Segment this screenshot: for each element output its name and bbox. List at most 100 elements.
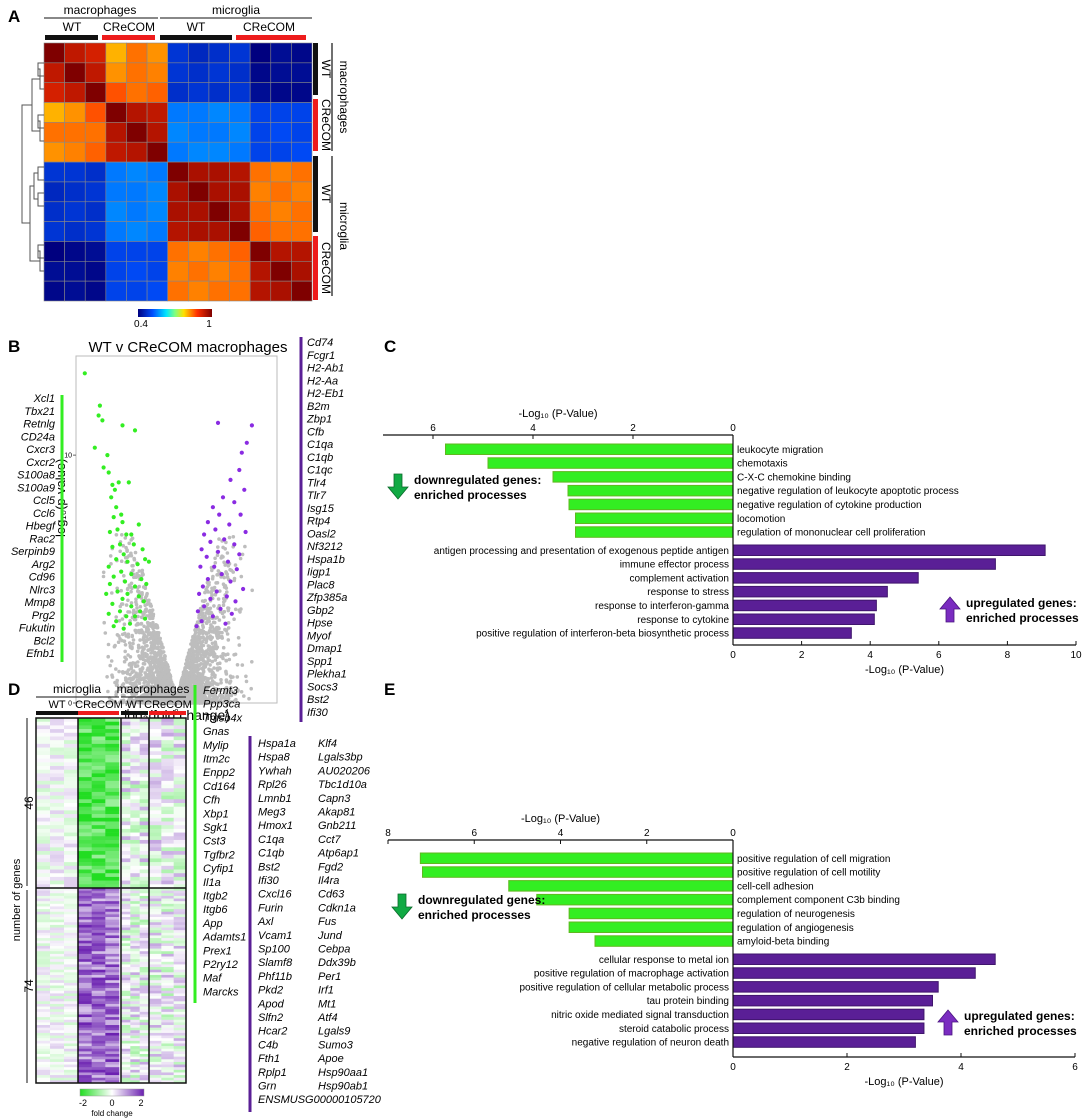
d-heat-cell: [149, 924, 162, 928]
d-heat-cell: [64, 1059, 79, 1063]
b-nonsig-point: [131, 568, 135, 573]
d-heat-cell: [149, 1072, 162, 1076]
d-heat-cell: [36, 788, 51, 793]
d-heat-cell: [161, 1022, 174, 1026]
b-nonsig-point: [208, 646, 212, 650]
a-heat-cell: [64, 241, 86, 262]
d-heat-cell: [36, 953, 51, 957]
d-heat-cell: [139, 890, 150, 894]
b-up-point: [217, 512, 222, 517]
d-heat-cell: [78, 851, 92, 856]
panel-letter-a: A: [8, 7, 20, 26]
b-nonsig-point: [229, 568, 234, 573]
d-heat-cell: [78, 880, 92, 885]
d-heat-cell: [121, 1072, 131, 1076]
a-heat-cell: [270, 82, 292, 103]
d-heat-cell: [139, 972, 150, 976]
d-heat-cell: [130, 1038, 140, 1042]
d-heat-cell: [64, 898, 79, 902]
d-heat-cell: [173, 901, 187, 905]
d-heat-cell: [78, 924, 92, 928]
a-heat-cell: [208, 181, 230, 203]
d-heat-cell: [91, 880, 106, 885]
d-heat-cell: [149, 880, 162, 885]
d-heat-cell: [130, 843, 140, 848]
d-heat-cell: [139, 964, 150, 968]
d-heat-cell: [130, 982, 140, 986]
d-purple-gene: Lgals3bp: [318, 752, 363, 764]
d-heat-cell: [78, 839, 92, 844]
a-heat-cell: [208, 241, 230, 262]
d-heat-cell: [50, 935, 65, 939]
d-heat-cell: [105, 932, 120, 936]
d-heat-cell: [78, 993, 92, 997]
d-heat-cell: [130, 1009, 140, 1013]
d-heat-cell: [50, 788, 65, 793]
d-heat-cell: [161, 895, 174, 899]
d-heat-cell: [91, 967, 106, 970]
b-down-gene: Arg2: [31, 559, 55, 571]
a-heat-cell: [64, 102, 86, 123]
b-up-point: [232, 542, 237, 547]
d-heat-cell: [149, 1069, 162, 1073]
b-nonsig-point: [224, 540, 228, 545]
d-heat-cell: [78, 817, 92, 822]
d-heat-cell: [149, 1011, 162, 1015]
d-green-gene: Itgb2: [203, 891, 227, 903]
d-heat-cell: [105, 988, 120, 992]
d-heat-cell: [50, 869, 65, 874]
d-green-gene: Maf: [203, 973, 222, 985]
b-up-point: [237, 552, 242, 557]
d-heat-cell: [64, 729, 79, 734]
a-heat-cell: [249, 122, 272, 143]
d-heat-cell: [130, 951, 140, 955]
d-heat-cell: [139, 769, 150, 774]
d-purple-gene: Mt1: [318, 998, 336, 1010]
d-heat-cell: [91, 795, 106, 800]
d-heat-cell: [121, 754, 131, 759]
d-heat-cell: [161, 911, 174, 915]
b-down-point: [129, 604, 134, 609]
a-heat-cell: [105, 82, 127, 103]
d-heat-cell: [36, 851, 51, 856]
d-heat-cell: [78, 869, 92, 874]
b-nonsig-point: [121, 671, 125, 675]
up-term-label: tau protein binding: [647, 996, 729, 1007]
d-heat-cell: [161, 762, 174, 767]
d-heat-cell: [50, 736, 65, 741]
d-heat-cell: [50, 890, 65, 894]
d-heat-cell: [64, 1032, 79, 1036]
d-heat-cell: [149, 1038, 162, 1042]
d-heat-cell: [50, 895, 65, 899]
d-heat-cell: [36, 898, 51, 902]
a-heat-cell: [43, 261, 65, 282]
b-title: WT v CReCOM macrophages: [89, 339, 288, 356]
a-heat-cell: [105, 181, 127, 203]
d-purple-gene: Sumo3: [318, 1039, 354, 1051]
d-heat-cell: [121, 784, 131, 789]
d-heat-cell: [105, 854, 120, 859]
d-heat-cell: [36, 743, 51, 748]
top-axis-tick-label: 0: [730, 423, 736, 434]
d-heat-cell: [121, 1019, 131, 1023]
d-heat-cell: [50, 932, 65, 936]
d-heat-cell: [121, 1006, 131, 1010]
d-heat-cell: [105, 858, 120, 863]
d-heat-cell: [78, 1069, 92, 1073]
down-arrow-icon: [391, 893, 413, 920]
d-heat-cell: [130, 758, 140, 763]
d-green-gene: Tmsb4x: [203, 712, 243, 724]
d-heat-cell: [139, 740, 150, 745]
d-heat-cell: [121, 1040, 131, 1044]
b-nonsig-point: [202, 662, 206, 667]
d-heat-cell: [149, 1014, 162, 1018]
d-bar-wt-mac: [121, 711, 148, 715]
d-heat-cell: [121, 758, 131, 763]
b-nonsig-point: [221, 555, 225, 559]
d-heat-cell: [149, 967, 162, 970]
d-heat-cell: [50, 825, 65, 830]
b-nonsig-point: [134, 628, 138, 633]
d-heat-cell: [130, 832, 140, 837]
a-heat-cell: [208, 82, 230, 103]
d-heat-cell: [161, 922, 174, 926]
